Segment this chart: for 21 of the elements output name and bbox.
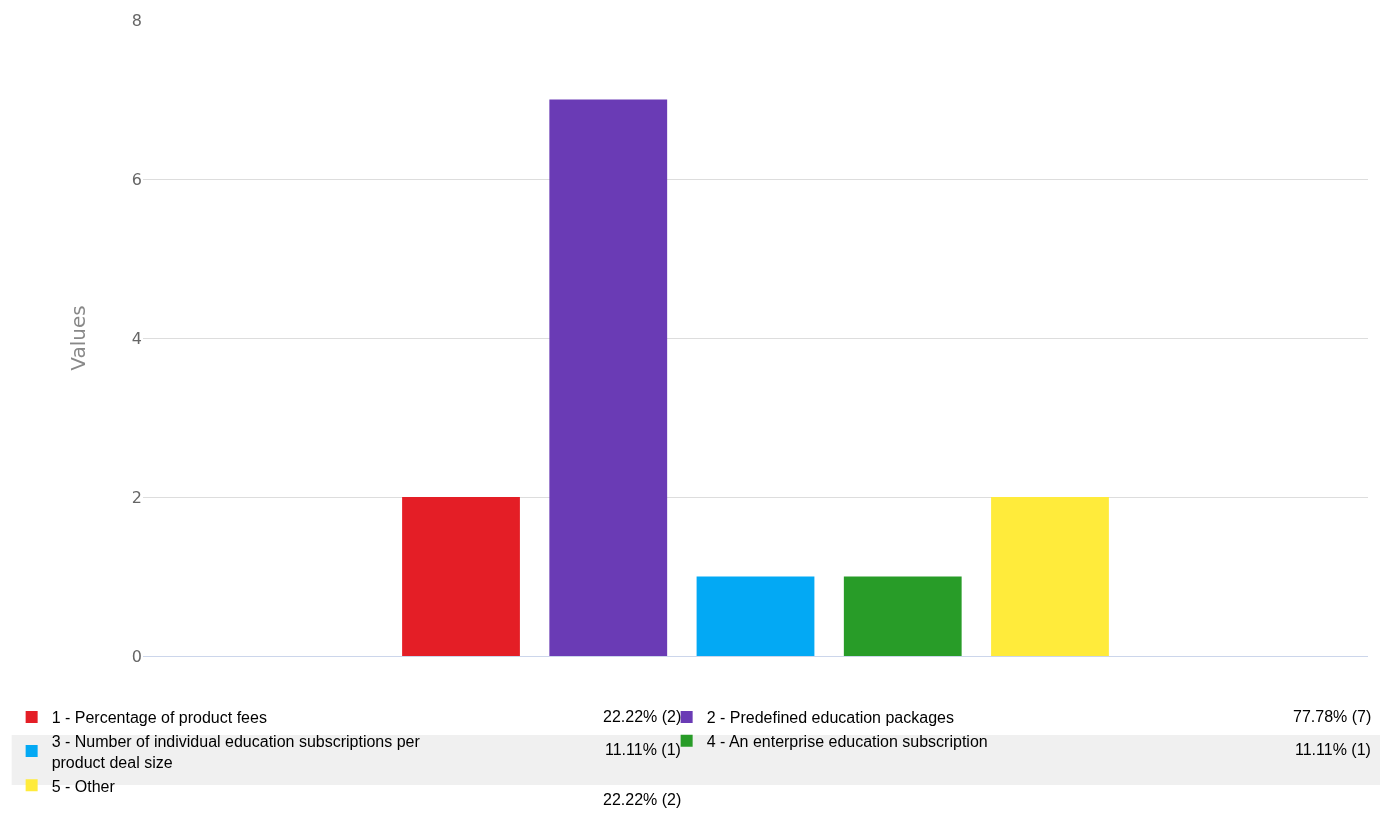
text: 11.11% (1)	[605, 741, 681, 758]
bar	[549, 99, 668, 656]
text: 77.78% (7)	[1293, 708, 1372, 725]
y-tick-label: 6	[131, 169, 142, 189]
text: 22.22% (2)	[603, 791, 682, 808]
legend-label: 4 - An enterprise education subscription	[706, 732, 988, 750]
y-tick-label: 8	[131, 10, 142, 30]
bar	[843, 576, 962, 656]
legend-label: 5 - Other	[51, 777, 116, 795]
y-tick-label: 0	[131, 646, 142, 666]
legend-label: 1 - Percentage of product fees	[51, 709, 267, 727]
bar	[402, 497, 520, 656]
bar	[991, 497, 1109, 656]
y-tick-label: 2	[131, 487, 142, 507]
legend-label: 3 - Number of individual education subscriptions per product deal size	[51, 732, 421, 771]
legend-label: 2 - Predefined education packages	[706, 709, 954, 727]
y-axis-title: Values	[66, 305, 91, 371]
text: 11.11% (1)	[1295, 741, 1371, 758]
y-tick-label: 4	[131, 328, 142, 348]
text: 22.22% (2)	[603, 708, 682, 725]
bar	[696, 576, 815, 656]
